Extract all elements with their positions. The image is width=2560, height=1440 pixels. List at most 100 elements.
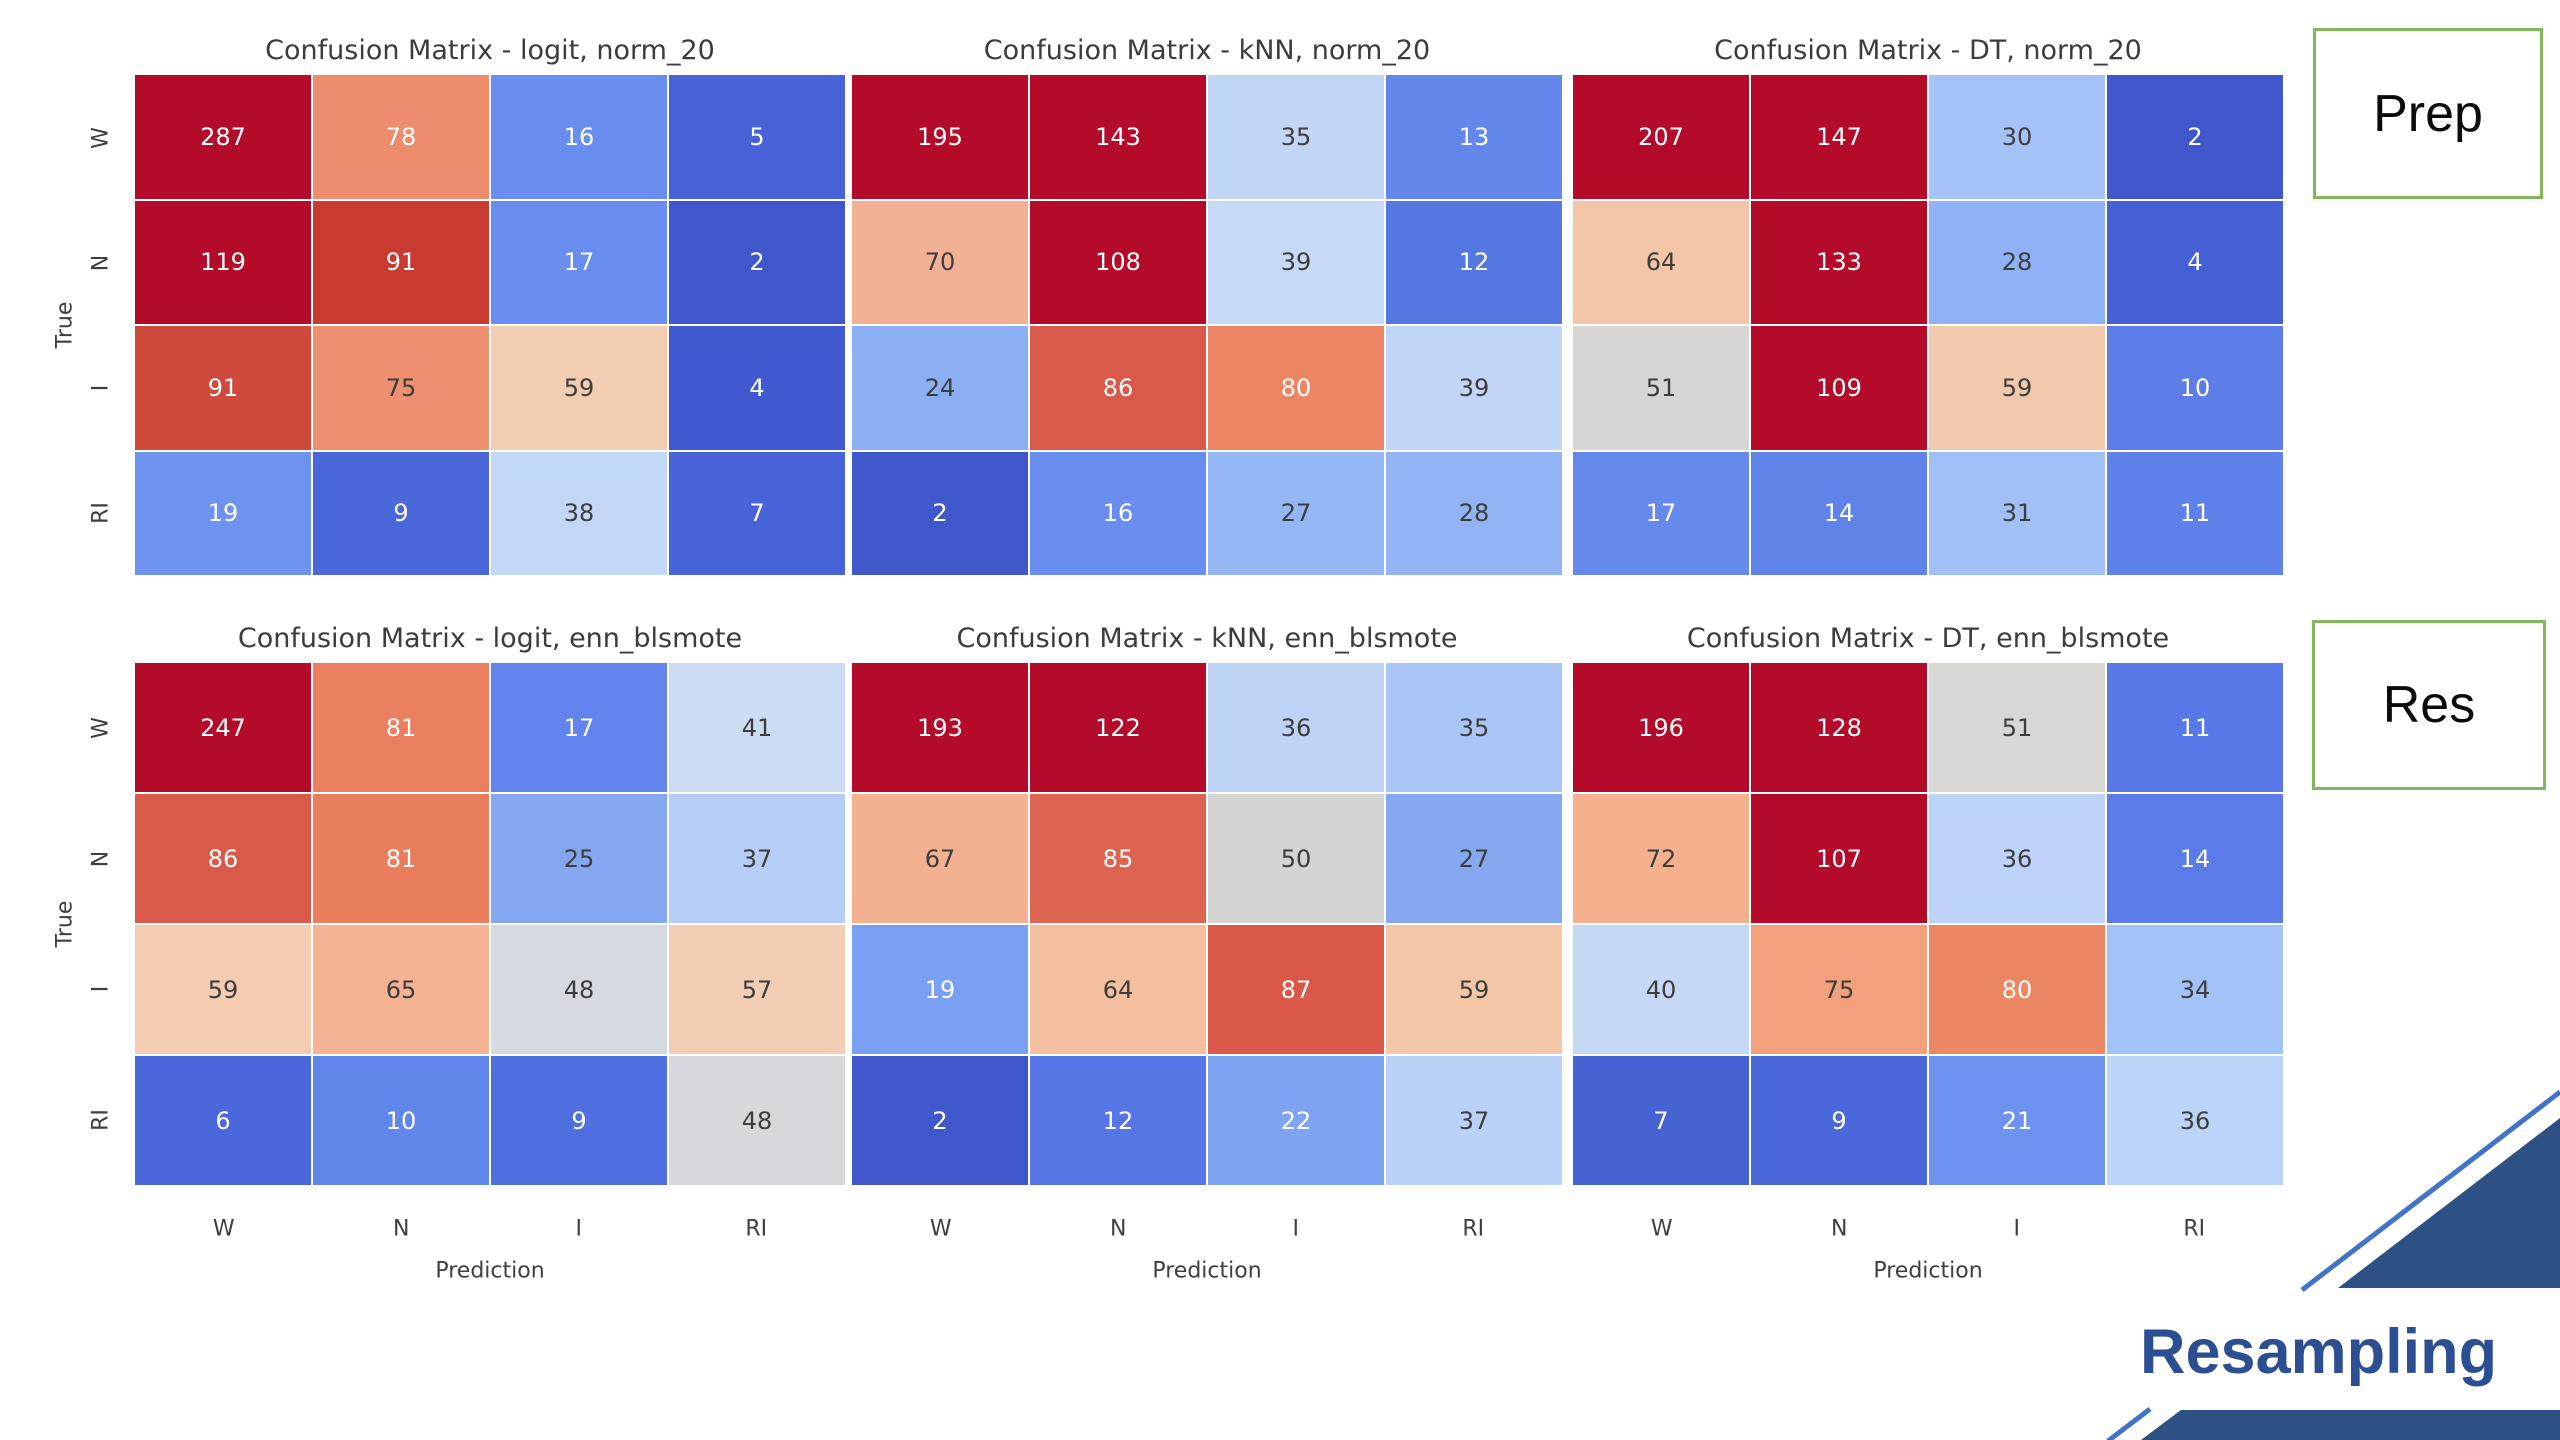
x-tick-label: I [575, 1216, 583, 1242]
heatmap-cell: 133 [1751, 200, 1927, 324]
heatmap-cell: 28 [1386, 451, 1562, 575]
heatmap-cell: 86 [135, 794, 311, 923]
corner-diagonal-line-icon [2300, 1090, 2560, 1292]
x-tick-label: RI [1462, 1216, 1485, 1242]
heatmap-cell: 59 [1386, 925, 1562, 1054]
x-axis-label: Prediction [1152, 1258, 1262, 1284]
heatmap-cell: 35 [1208, 75, 1384, 199]
heatmap-cell: 41 [669, 663, 845, 792]
heatmap-cell: 14 [2107, 794, 2283, 923]
heatmap-cell: 109 [1751, 326, 1927, 450]
x-axis-label: Prediction [1873, 1258, 1983, 1284]
y-axis-label: True [52, 301, 78, 349]
heatmap-cell: 5 [669, 75, 845, 199]
heatmap-cell: 91 [313, 200, 489, 324]
confusion-matrix-panel: Confusion Matrix - kNN, norm_20 195 143 35 1… [852, 35, 1562, 575]
matrix-title: Confusion Matrix - kNN, norm_20 [983, 35, 1431, 66]
heatmap-cell: 2 [852, 451, 1028, 575]
heatmap-cell: 193 [852, 663, 1028, 792]
resampling-label: Resampling [2140, 1317, 2498, 1387]
heatmap-cell: 40 [1573, 925, 1749, 1054]
heatmap-cell: 108 [1030, 200, 1206, 324]
heatmap-cell: 19 [852, 925, 1028, 1054]
heatmap-cell: 11 [2107, 663, 2283, 792]
heatmap-cell: 64 [1573, 200, 1749, 324]
prep-box: Prep [2313, 28, 2543, 199]
heatmap-cell: 28 [1929, 200, 2105, 324]
heatmap-cell: 4 [669, 326, 845, 450]
heatmap-cell: 196 [1573, 663, 1749, 792]
matrix-title: Confusion Matrix - DT, enn_blsmote [1686, 623, 2170, 654]
heatmap-cell: 57 [669, 925, 845, 1054]
heatmap-cell: 12 [1386, 200, 1562, 324]
matrix-title: Confusion Matrix - kNN, enn_blsmote [956, 623, 1458, 654]
res-box: Res [2312, 620, 2546, 790]
heatmap-cell: 75 [313, 326, 489, 450]
prep-label: Prep [2373, 84, 2483, 143]
heatmap-cell: 50 [1208, 794, 1384, 923]
heatmap-cell: 12 [1030, 1056, 1206, 1185]
bottom-band-icon [2141, 1410, 2560, 1440]
heatmap-cell: 17 [1573, 451, 1749, 575]
heatmap-cell: 38 [491, 451, 667, 575]
y-tick-label: W [88, 126, 114, 149]
heatmap-cell: 51 [1573, 326, 1749, 450]
heatmap-cell: 7 [669, 451, 845, 575]
heatmap-cell: 9 [1751, 1056, 1927, 1185]
heatmap-cell: 31 [1929, 451, 2105, 575]
x-tick-label: N [393, 1216, 410, 1242]
matrix-title: Confusion Matrix - logit, enn_blsmote [237, 623, 743, 654]
heatmap-cell: 27 [1386, 794, 1562, 923]
heatmap-cell: 16 [491, 75, 667, 199]
heatmap-cell: 51 [1929, 663, 2105, 792]
x-axis-label: Prediction [435, 1258, 545, 1284]
heatmap-cell: 119 [135, 200, 311, 324]
heatmap-cell: 39 [1386, 326, 1562, 450]
heatmap-cell: 7 [1573, 1056, 1749, 1185]
heatmap-cell: 48 [491, 925, 667, 1054]
x-tick-label: I [2013, 1216, 2021, 1242]
heatmap-cell: 65 [313, 925, 489, 1054]
heatmap-cell: 128 [1751, 663, 1927, 792]
y-tick-label: W [88, 717, 114, 740]
heatmap-cell: 67 [852, 794, 1028, 923]
heatmap-cell: 207 [1573, 75, 1749, 199]
heatmap-grid: 207 147 30 2 64 133 28 4 51 109 59 10 17 14 31 11 [1573, 75, 2283, 575]
heatmap-cell: 21 [1929, 1056, 2105, 1185]
heatmap-cell: 2 [2107, 75, 2283, 199]
y-tick-label: RI [88, 501, 114, 524]
heatmap-cell: 78 [313, 75, 489, 199]
heatmap-cell: 25 [491, 794, 667, 923]
y-tick-label: RI [88, 1108, 114, 1131]
heatmap-cell: 85 [1030, 794, 1206, 923]
heatmap-cell: 80 [1929, 925, 2105, 1054]
heatmap-cell: 81 [313, 663, 489, 792]
heatmap-cell: 59 [135, 925, 311, 1054]
bottom-diagonal-line-icon [2106, 1407, 2152, 1440]
heatmap-cell: 80 [1208, 326, 1384, 450]
heatmap-cell: 4 [2107, 200, 2283, 324]
heatmap-cell: 9 [491, 1056, 667, 1185]
heatmap-cell: 30 [1929, 75, 2105, 199]
heatmap-cell: 27 [1208, 451, 1384, 575]
y-tick-label: N [88, 254, 114, 271]
heatmap-cell: 107 [1751, 794, 1927, 923]
heatmap-grid: 195 143 35 13 70 108 39 12 24 86 80 39 2 16 27 28 [852, 75, 1562, 575]
heatmap-cell: 13 [1386, 75, 1562, 199]
heatmap-cell: 287 [135, 75, 311, 199]
y-tick-label: N [88, 850, 114, 867]
heatmap-cell: 195 [852, 75, 1028, 199]
heatmap-cell: 34 [2107, 925, 2283, 1054]
heatmap-cell: 72 [1573, 794, 1749, 923]
heatmap-cell: 6 [135, 1056, 311, 1185]
heatmap-cell: 59 [491, 326, 667, 450]
corner-triangle-icon [2338, 1118, 2560, 1288]
confusion-matrix-panel: Confusion Matrix - DT, enn_blsmote 196 128… [1573, 623, 2283, 1284]
confusion-matrix-panel: Confusion Matrix - kNN, enn_blsmote 193 12… [852, 623, 1562, 1284]
x-tick-label: W [1650, 1216, 1673, 1242]
confusion-matrix-panel: Confusion Matrix - logit, enn_blsmote 247… [53, 623, 845, 1284]
x-tick-label: W [929, 1216, 952, 1242]
x-tick-label: RI [2183, 1216, 2206, 1242]
y-axis-label: True [52, 900, 78, 948]
